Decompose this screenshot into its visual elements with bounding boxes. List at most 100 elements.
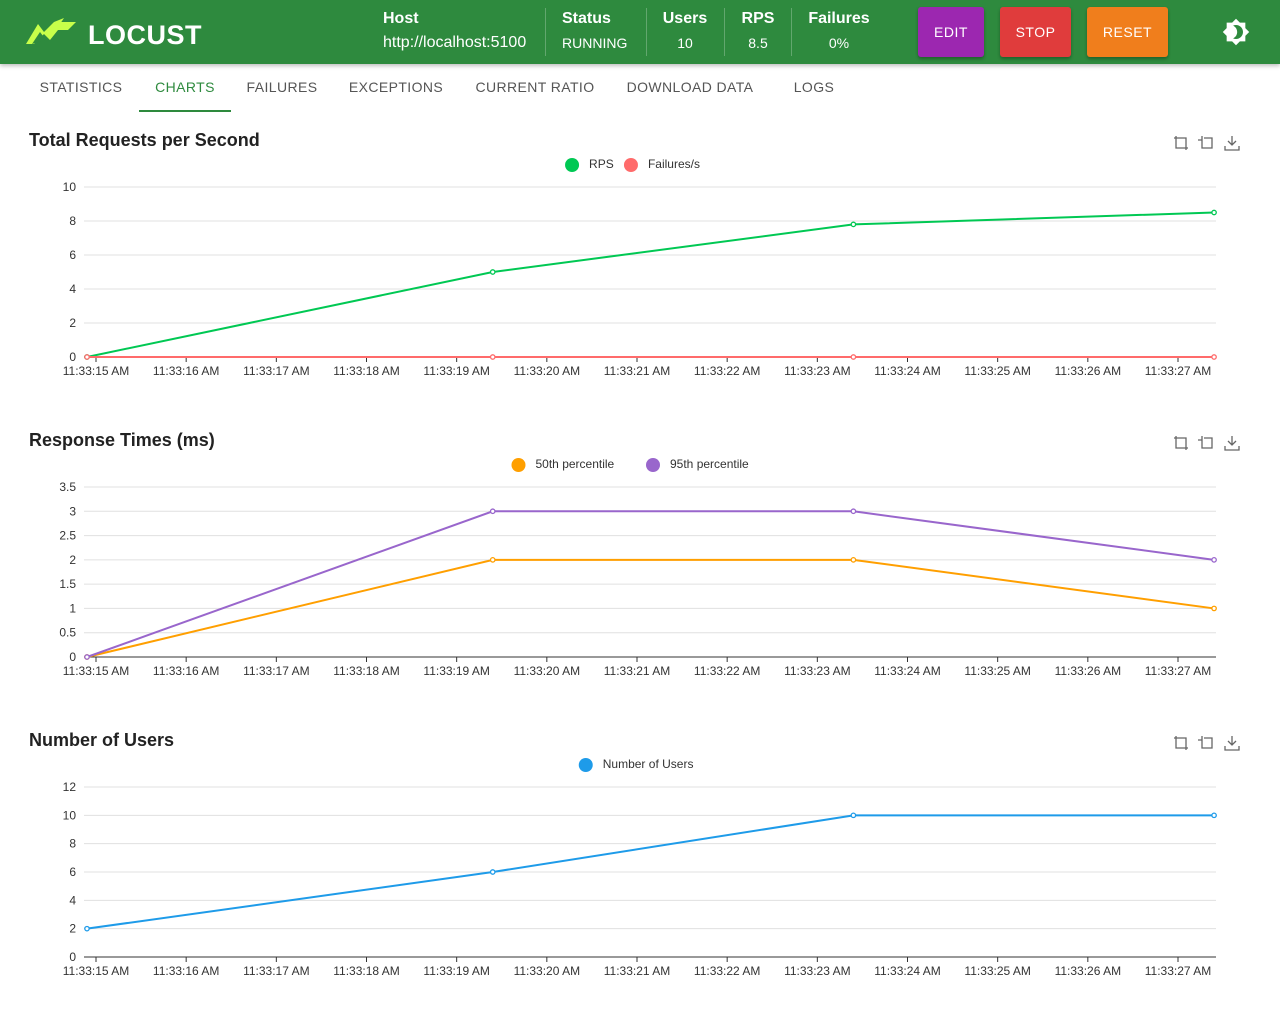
logo-text: LOCUST	[88, 20, 202, 50]
y-tick-label: 2	[69, 553, 76, 567]
status-stat: Status RUNNING	[562, 0, 642, 64]
rps-value: 8.5	[748, 35, 768, 51]
x-tick-label: 11:33:23 AM	[784, 964, 851, 978]
x-tick-label: 11:33:22 AM	[694, 664, 761, 678]
series-line	[86, 558, 1215, 658]
y-tick-label: 2	[69, 922, 76, 936]
data-point[interactable]	[1211, 354, 1217, 360]
data-point[interactable]	[489, 508, 496, 515]
tab-current-ratio[interactable]: CURRENT RATIO	[475, 79, 595, 95]
legend-label[interactable]: Failures/s	[648, 157, 700, 171]
x-tick-label: 11:33:18 AM	[333, 364, 400, 378]
locust-logo[interactable]: LOCUST	[24, 16, 202, 50]
failures-value: 0%	[828, 35, 850, 51]
legend-marker[interactable]	[511, 458, 526, 472]
y-tick-label: 6	[69, 865, 76, 879]
x-tick-label: 11:33:24 AM	[874, 664, 941, 678]
x-tick-label: 11:33:22 AM	[694, 964, 761, 978]
x-tick-label: 11:33:19 AM	[423, 364, 490, 378]
x-tick-label: 11:33:16 AM	[153, 964, 220, 978]
data-point[interactable]	[850, 557, 857, 563]
tab-download-data[interactable]: DOWNLOAD DATA	[626, 79, 754, 95]
data-point[interactable]	[489, 557, 496, 563]
legend-label[interactable]: Number of Users	[603, 757, 694, 771]
reset-button[interactable]: RESET	[1087, 7, 1168, 57]
brightness-icon[interactable]	[1222, 18, 1250, 46]
x-tick-label: 11:33:25 AM	[964, 364, 1031, 378]
x-tick-label: 11:33:15 AM	[63, 964, 130, 978]
data-point[interactable]	[850, 508, 857, 515]
x-tick-label: 11:33:24 AM	[874, 964, 941, 978]
data-point[interactable]	[850, 221, 857, 228]
top-bar: LOCUST Host http://localhost:5100 Status…	[0, 0, 1280, 64]
y-tick-label: 1	[69, 601, 76, 615]
tab-exceptions[interactable]: EXCEPTIONS	[348, 79, 444, 95]
x-tick-label: 11:33:27 AM	[1145, 364, 1212, 378]
legend-label[interactable]: 95th percentile	[670, 457, 749, 471]
zoom-icon[interactable]	[1172, 434, 1190, 452]
response-times-chart-plot: 0 0.5 1 1.5 2 2.5 3 3.5 11:33:15 AM 11:33:16 AM 11…	[59, 457, 1217, 678]
x-tick-label: 11:33:26 AM	[1055, 964, 1122, 978]
download-icon[interactable]	[1223, 434, 1241, 452]
users-label: Users	[662, 10, 708, 27]
host-stat: Host http://localhost:5100	[383, 0, 533, 64]
y-tick-label: 2	[69, 316, 76, 330]
chart-title: Response Times (ms)	[29, 430, 215, 450]
stop-button[interactable]: STOP	[1000, 7, 1071, 57]
zoom-reset-icon[interactable]	[1198, 434, 1216, 452]
y-tick-label: 4	[69, 893, 76, 907]
data-point[interactable]	[850, 354, 857, 360]
legend-label[interactable]: RPS	[589, 157, 614, 171]
edit-button[interactable]: EDIT	[918, 7, 984, 57]
zoom-reset-icon[interactable]	[1198, 134, 1216, 152]
x-tick-label: 11:33:18 AM	[333, 964, 400, 978]
zoom-icon[interactable]	[1172, 134, 1190, 152]
y-tick-label: 8	[69, 214, 76, 228]
data-point[interactable]	[1211, 605, 1217, 612]
x-tick-label: 11:33:24 AM	[874, 364, 941, 378]
download-icon[interactable]	[1223, 734, 1241, 752]
y-tick-label: 0	[69, 650, 76, 664]
y-tick-label: 3	[69, 504, 76, 518]
legend-marker[interactable]	[623, 158, 638, 172]
x-tick-label: 11:33:23 AM	[784, 664, 851, 678]
users-value: 10	[677, 35, 693, 51]
legend-marker[interactable]	[646, 458, 660, 472]
data-point[interactable]	[84, 654, 90, 660]
data-point[interactable]	[489, 269, 496, 275]
legend-label[interactable]: 50th percentile	[536, 457, 615, 471]
chart-toolbox	[1172, 134, 1242, 152]
rps-chart-plot: 0 2 4 6 8 10 11:33:15 AM 11:33:16 AM 11:33:17 AM…	[63, 157, 1217, 378]
x-tick-label: 11:33:21 AM	[604, 664, 671, 678]
tab-statistics[interactable]: STATISTICS	[39, 79, 123, 95]
y-tick-label: 1.5	[59, 577, 76, 591]
status-value: RUNNING	[562, 35, 628, 51]
tab-failures[interactable]: FAILURES	[246, 79, 318, 95]
series-line	[86, 211, 1215, 358]
users-chart-plot: 0 2 4 6 8 10 12 11:33:15 AM 11:33:16 AM 11:33:17 …	[63, 757, 1217, 978]
data-point[interactable]	[84, 354, 90, 360]
x-tick-label: 11:33:18 AM	[333, 664, 400, 678]
y-tick-label: 4	[69, 282, 76, 296]
zoom-icon[interactable]	[1172, 734, 1190, 752]
legend-marker[interactable]	[578, 758, 593, 772]
zoom-reset-icon[interactable]	[1198, 734, 1216, 752]
data-point[interactable]	[1211, 557, 1217, 563]
legend-marker[interactable]	[565, 158, 580, 172]
tab-bar: STATISTICS CHARTS FAILURES EXCEPTIONS CU…	[0, 64, 1280, 112]
x-tick-label: 11:33:20 AM	[514, 964, 581, 978]
y-tick-label: 0	[69, 350, 76, 364]
divider	[791, 8, 792, 56]
data-point[interactable]	[84, 925, 90, 932]
download-icon[interactable]	[1223, 134, 1241, 152]
divider	[545, 8, 546, 56]
data-point[interactable]	[1211, 209, 1217, 216]
data-point[interactable]	[850, 812, 857, 819]
data-point[interactable]	[1211, 812, 1217, 819]
tab-charts[interactable]: CHARTS	[139, 64, 231, 112]
y-tick-label: 8	[69, 837, 76, 851]
tab-logs[interactable]: LOGS	[793, 79, 835, 95]
users-stat: Users 10	[658, 0, 712, 64]
data-point[interactable]	[489, 354, 496, 360]
data-point[interactable]	[489, 869, 496, 875]
